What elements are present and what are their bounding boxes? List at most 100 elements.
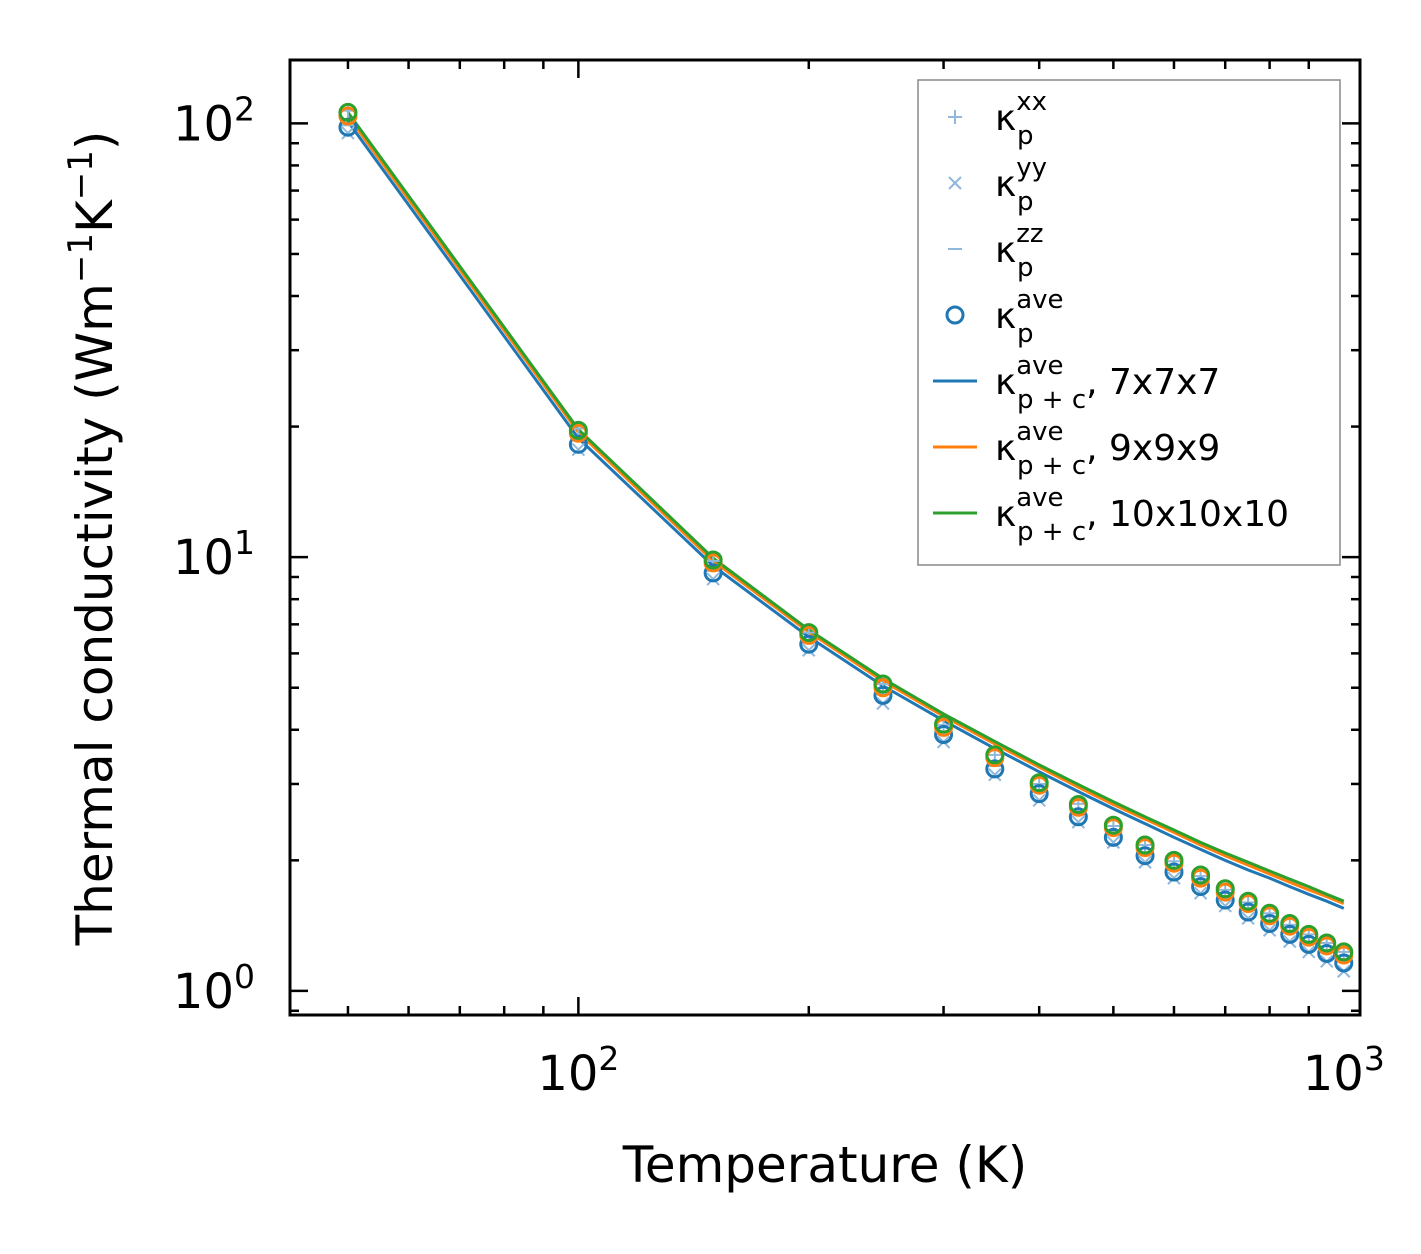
x-tick-label-exp: 3 (1364, 1039, 1385, 1078)
data-point-kxx (1282, 917, 1297, 932)
legend-label-base: κ (995, 428, 1016, 469)
data-point-kyy-b (1218, 899, 1232, 913)
data-point-kave_7 (934, 725, 954, 745)
data-point-kave_7 (1029, 784, 1049, 804)
data-point-kave_7 (799, 634, 819, 654)
legend-handle-kyy-b (948, 176, 962, 190)
plot-frame (288, 58, 1362, 1017)
legend-label-sup: ave (1016, 417, 1063, 447)
data-point-kyy-b (1241, 911, 1255, 926)
data-point-kave_10 (1191, 865, 1211, 885)
series-line-kpc_7 (346, 120, 1345, 910)
legend-label-kpc_10: κave p + c, 10x10x10 (995, 483, 1289, 547)
legend-handle-kxx (948, 110, 962, 124)
data-point-kave_10 (1029, 773, 1049, 793)
data-point-kxx (1032, 776, 1047, 791)
y-tick-label-exp: 0 (234, 957, 255, 996)
series-line-kpc_10 (346, 111, 1345, 903)
data-point-kave_7 (873, 685, 893, 705)
data-point-kave_7 (1135, 846, 1155, 866)
legend-label-sub: p (1017, 319, 1034, 349)
data-point-kave_10 (1260, 903, 1280, 923)
data-point-kave_10 (1299, 924, 1319, 944)
legend-label-base: κ (995, 230, 1016, 271)
legend-label-base: κ (995, 494, 1016, 535)
y-tick-label: 100 (173, 957, 255, 1020)
data-point-kyy (1241, 911, 1255, 926)
data-point-kave_10 (1280, 914, 1300, 934)
legend-label-base: κ (995, 98, 1016, 139)
legend-label-base: κ (995, 296, 1016, 337)
y-axis-label-sup1: −1 (61, 233, 101, 283)
data-point-kyy-b (1071, 815, 1086, 829)
legend-label-kxx: κxx p (995, 87, 1047, 151)
data-point-kyy-b (1106, 835, 1121, 850)
legend-label-sup: zz (1016, 219, 1043, 249)
legend-label-kyy: κyy p (995, 153, 1047, 217)
legend-label-suffix: , 9x9x9 (1086, 428, 1220, 469)
legend-label-sub: p + c (1017, 451, 1086, 481)
data-point-kave_7 (1280, 924, 1300, 944)
data-point-kyy-b (341, 126, 355, 140)
y-tick-label-exp: 2 (234, 89, 255, 128)
data-point-kave_10 (799, 623, 819, 643)
legend-label-sup: ave (1016, 351, 1063, 381)
plot-markers (338, 102, 1354, 978)
x-tick-label-base: 10 (1303, 1046, 1364, 1102)
data-point-kyy (1071, 815, 1086, 829)
data-point-kave_10 (1334, 942, 1354, 962)
data-point-kave_10 (1215, 879, 1235, 899)
data-point-kave_7 (1068, 807, 1088, 827)
data-point-kyy (571, 442, 586, 457)
series-line-kpc_9 (346, 115, 1345, 905)
legend-label-sup: ave (1016, 483, 1063, 513)
legend-label-sub: p (1017, 121, 1034, 151)
data-point-kyy (341, 126, 355, 140)
data-point-kave_10 (934, 714, 954, 734)
legend-label-kave_7: κave p (995, 285, 1064, 349)
data-point-kave_7 (1299, 934, 1319, 954)
y-axis-label: Thermal conductivity (Wm−1K−1) (61, 131, 124, 947)
legend-box (917, 79, 1341, 566)
legend-label-sub: p (1017, 253, 1034, 283)
y-tick-label-base: 10 (173, 964, 234, 1020)
data-point-kave_10 (568, 420, 588, 440)
data-point-kyy (1167, 871, 1181, 885)
data-point-kave_10 (1068, 795, 1088, 815)
data-point-kave_7 (703, 563, 723, 583)
x-tick-label-exp: 2 (598, 1039, 619, 1078)
data-point-kave_10 (873, 674, 893, 694)
legend-label-base: κ (995, 164, 1016, 205)
data-point-kave_10 (338, 102, 358, 122)
data-point-kyy (1106, 835, 1121, 850)
legend-label-kpc_9: κave p + c, 9x9x9 (995, 417, 1220, 481)
data-point-kave_7 (1238, 902, 1258, 922)
data-point-kave_10 (1317, 933, 1337, 953)
legend-label-suffix: , 7x7x7 (1086, 362, 1220, 403)
y-axis-label-mid: K (66, 199, 124, 233)
data-point-kave_10 (1238, 891, 1258, 911)
legend-label-sup: xx (1016, 87, 1047, 117)
x-tick-label: 102 (537, 1039, 619, 1102)
data-point-kyy (706, 572, 720, 586)
data-point-kave_10 (1164, 850, 1184, 870)
data-point-kave_7 (1191, 877, 1211, 897)
data-point-kyy-b (802, 643, 816, 657)
data-point-kave_10 (1103, 815, 1123, 835)
y-axis-label-main: Thermal conductivity (Wm (66, 283, 124, 946)
y-tick-label-base: 10 (173, 96, 234, 152)
legend-label-base: κ (995, 362, 1016, 403)
x-tick-label: 103 (1303, 1039, 1385, 1102)
data-point-kyy (1218, 899, 1232, 913)
major-ticks (290, 60, 1360, 1015)
legend-label-sub: p (1017, 187, 1034, 217)
data-point-kyy-b (706, 572, 720, 586)
y-tick-label-base: 10 (173, 530, 234, 586)
y-axis-label-sup2: −1 (61, 150, 101, 200)
y-tick-label: 102 (173, 89, 255, 152)
y-axis-label-end: ) (66, 131, 124, 151)
legend-label-sup: yy (1016, 153, 1047, 183)
